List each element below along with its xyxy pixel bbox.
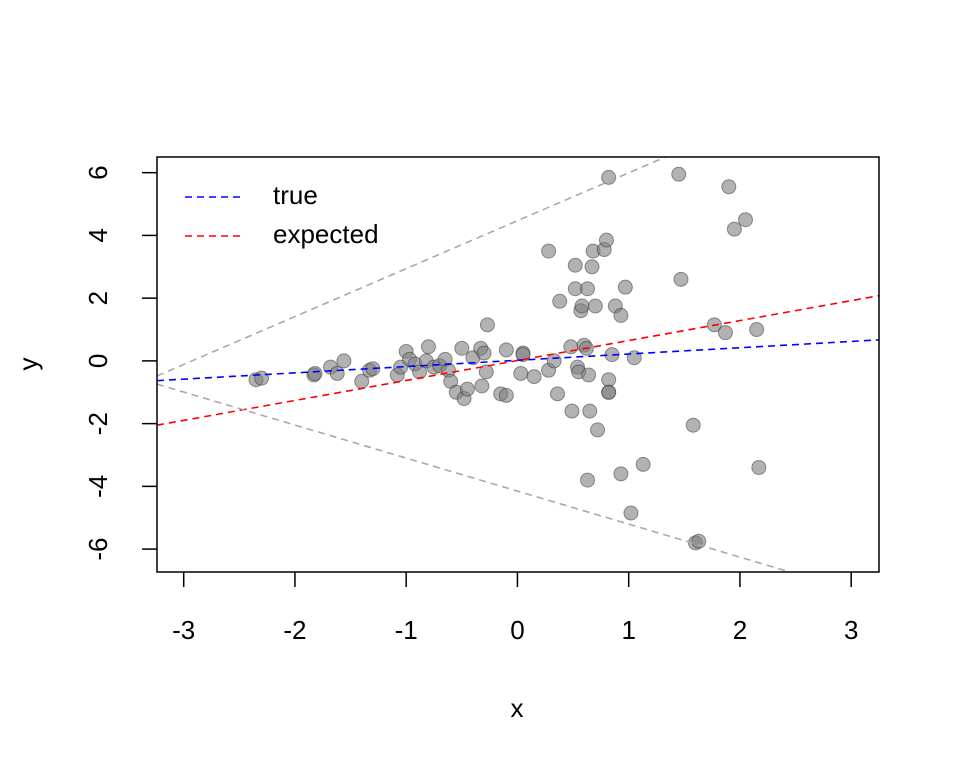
point <box>476 345 492 361</box>
line <box>157 157 666 377</box>
point <box>307 365 323 381</box>
point <box>590 422 606 438</box>
point <box>671 166 687 182</box>
y-tick-label: 0 <box>83 354 113 368</box>
point <box>420 339 436 355</box>
y-tick-label: -4 <box>83 475 113 498</box>
point <box>479 317 495 333</box>
point <box>549 386 565 402</box>
point <box>329 365 345 381</box>
point <box>623 505 639 521</box>
point <box>580 281 596 297</box>
y-tick-label: 6 <box>83 165 113 179</box>
point <box>721 179 737 195</box>
point <box>726 221 742 237</box>
point <box>498 342 514 358</box>
x-axis-label: x <box>511 693 524 723</box>
point <box>584 259 600 275</box>
line <box>157 294 879 426</box>
point <box>617 279 633 295</box>
point <box>635 456 651 472</box>
y-tick-label: -6 <box>83 538 113 561</box>
point <box>498 387 514 403</box>
point <box>574 298 590 314</box>
y-tick-label: 2 <box>83 291 113 305</box>
point <box>751 460 767 476</box>
x-tick-label: -1 <box>395 615 418 645</box>
x-tick-label: -3 <box>172 615 195 645</box>
point <box>336 353 352 369</box>
y-axis-label: y <box>13 358 43 371</box>
x-tick-label: -2 <box>283 615 306 645</box>
legend-label: expected <box>273 219 379 249</box>
point <box>580 472 596 488</box>
point <box>567 257 583 273</box>
point <box>601 372 617 388</box>
point <box>601 384 617 400</box>
point <box>552 293 568 309</box>
x-tick-label: 1 <box>621 615 635 645</box>
point <box>587 298 603 314</box>
point <box>717 325 733 341</box>
point <box>749 322 765 338</box>
plot-frame <box>156 156 880 573</box>
point <box>581 367 597 383</box>
point <box>598 232 614 248</box>
point <box>738 212 754 228</box>
point <box>613 466 629 482</box>
point <box>254 370 270 386</box>
point <box>564 403 580 419</box>
point <box>513 365 529 381</box>
point <box>526 369 542 385</box>
x-tick-label: 0 <box>510 615 524 645</box>
point <box>582 403 598 419</box>
line <box>157 383 791 572</box>
point <box>673 271 689 287</box>
point <box>459 381 475 397</box>
y-tick-label: -2 <box>83 412 113 435</box>
y-tick-label: 4 <box>83 228 113 242</box>
point <box>613 307 629 323</box>
point <box>685 417 701 433</box>
point <box>691 533 707 549</box>
point <box>541 243 557 259</box>
x-tick-label: 3 <box>844 615 858 645</box>
point <box>546 353 562 369</box>
x-tick-label: 2 <box>733 615 747 645</box>
point <box>601 169 617 185</box>
point <box>454 340 470 356</box>
point <box>474 378 490 394</box>
legend-label: true <box>273 180 318 210</box>
point <box>478 364 494 380</box>
plot-area <box>157 157 879 572</box>
